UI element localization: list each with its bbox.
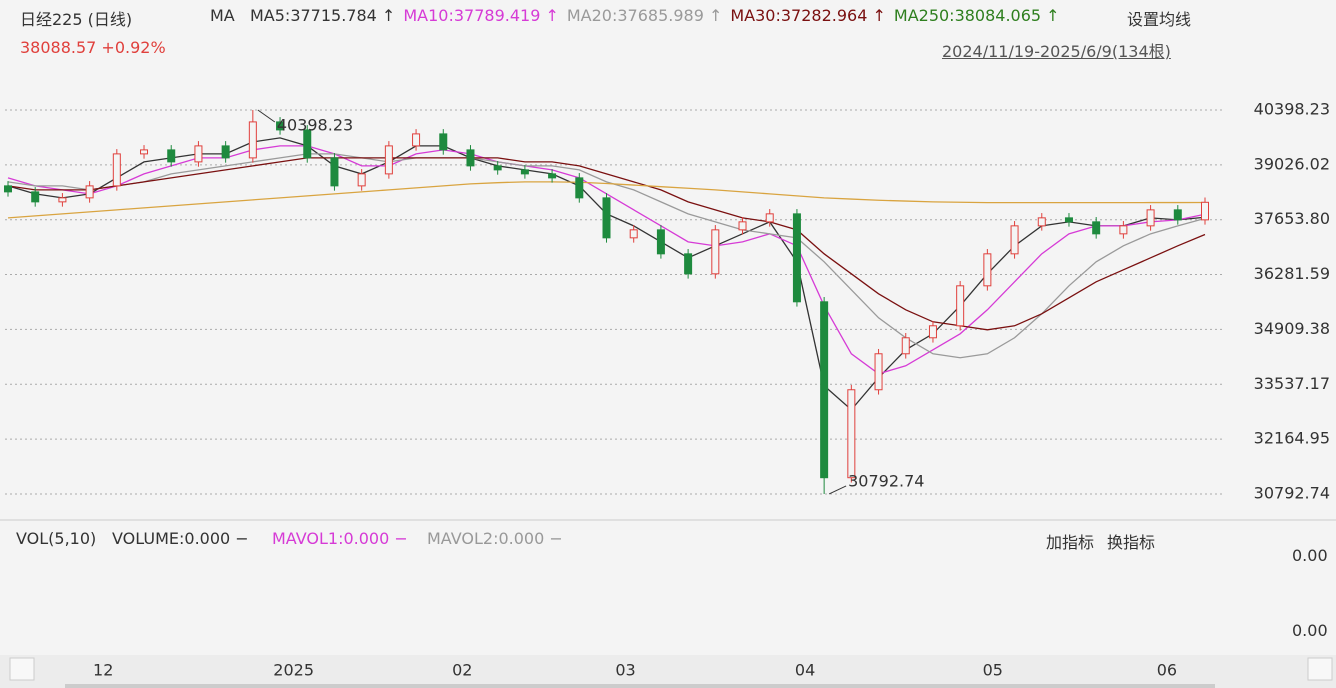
legend-item: MA20:37685.989 ↑ — [566, 6, 723, 25]
y-tick-label: 39026.02 — [1254, 154, 1330, 173]
x-tick-label: 06 — [1157, 661, 1177, 680]
ma-line — [7, 157, 1206, 331]
switch-indicator[interactable]: 换指标 — [1107, 533, 1156, 552]
candle-body — [1119, 225, 1128, 235]
candle-body — [112, 153, 121, 187]
candle-body — [4, 185, 12, 193]
candle-body — [1173, 209, 1182, 221]
vol-item: MAVOL1:0.000 − — [272, 529, 408, 548]
vol-label: VOL(5,10) — [16, 529, 97, 548]
candle-body — [548, 173, 557, 179]
y-tick-label: 40398.23 — [1254, 99, 1330, 118]
scroll-bar — [0, 655, 1336, 688]
ma-line — [7, 181, 1206, 219]
annotation-arrow — [828, 485, 847, 495]
x-tick-label: 12 — [93, 661, 113, 680]
candle-body — [439, 133, 448, 151]
candle-body — [31, 191, 40, 203]
candle-body — [194, 145, 203, 163]
candle-body — [1201, 201, 1209, 221]
y-tick-label: 36281.59 — [1254, 264, 1330, 283]
y-tick-label: 37653.80 — [1254, 209, 1330, 228]
candle-body — [629, 229, 638, 239]
candle-body — [303, 129, 312, 159]
candle-body — [1064, 217, 1073, 223]
candle-body — [983, 253, 992, 287]
candle-body — [656, 229, 665, 255]
ma-label: MA — [210, 6, 235, 25]
candle-body — [711, 229, 720, 275]
ma-line — [7, 145, 1206, 375]
vol-item: MAVOL2:0.000 − — [427, 529, 563, 548]
settings[interactable]: 设置均线 — [1127, 10, 1192, 29]
scroll-thumb — [65, 684, 1215, 688]
date-range: 2024/11/19-2025/6/9(134根) — [942, 42, 1171, 61]
legend-item: MA5:37715.784 ↑ — [250, 6, 396, 25]
price: 38088.57 +0.92% — [20, 38, 166, 57]
candle-body — [602, 197, 611, 239]
x-tick-label: 04 — [795, 661, 815, 680]
annotation-arrow — [257, 109, 276, 123]
x-tick-label: 05 — [983, 661, 1003, 680]
candle-body — [330, 157, 339, 187]
scroll-left[interactable] — [9, 657, 35, 681]
ma-line — [7, 137, 1206, 411]
y-tick-label: 34909.38 — [1254, 319, 1330, 338]
annotation: 40398.23 — [277, 115, 353, 134]
candle-body — [820, 301, 829, 479]
vol-axis-label: 0.00 — [1292, 621, 1328, 640]
legend-item: MA250:38084.065 ↑ — [893, 6, 1060, 25]
candle-body — [493, 165, 502, 171]
scroll-right[interactable] — [1307, 657, 1333, 681]
legend: MA5:37715.784 ↑ MA10:37789.419 ↑ MA20:3768… — [250, 6, 1060, 25]
candle-body — [140, 149, 149, 155]
x-tick-label: 2025 — [273, 661, 314, 680]
candle-body — [85, 185, 94, 199]
candle-body — [1092, 221, 1101, 235]
candle-body — [276, 121, 285, 131]
title: 日经225 (日线) — [20, 10, 133, 29]
add-indicator[interactable]: 加指标 — [1046, 533, 1095, 552]
ma-line — [7, 153, 1206, 359]
candle-body — [738, 221, 747, 231]
candle-body — [765, 213, 774, 223]
candle-body — [167, 149, 176, 163]
vol-item: VOLUME:0.000 − — [112, 529, 249, 548]
candle-body — [466, 149, 475, 167]
annotation: 30792.74 — [848, 471, 924, 490]
candle-body — [956, 285, 965, 327]
x-tick-label: 02 — [452, 661, 472, 680]
y-tick-label: 32164.95 — [1254, 429, 1330, 448]
candle-body — [412, 133, 421, 147]
candle-body — [874, 353, 883, 391]
candle-body — [792, 213, 801, 303]
candle-body — [58, 197, 67, 203]
candle-body — [1146, 209, 1155, 227]
candle-body — [357, 173, 366, 187]
x-tick-label: 03 — [615, 661, 635, 680]
candle-body — [684, 253, 693, 275]
candle-body — [847, 389, 856, 479]
candle-body — [384, 145, 393, 175]
candle-body — [1037, 217, 1046, 227]
y-tick-label: 33537.17 — [1254, 374, 1330, 393]
candle-body — [1010, 225, 1019, 255]
candle-body — [575, 177, 584, 199]
legend-item: MA30:37282.964 ↑ — [730, 6, 886, 25]
candle-body — [928, 325, 937, 339]
candle-body — [248, 121, 257, 159]
y-tick-label: 30792.74 — [1254, 483, 1330, 502]
legend-item: MA10:37789.419 ↑ — [403, 6, 559, 25]
vol-axis-label: 0.00 — [1292, 546, 1328, 565]
candle-body — [221, 145, 230, 159]
candle-body — [901, 337, 910, 355]
candle-body — [520, 169, 529, 175]
